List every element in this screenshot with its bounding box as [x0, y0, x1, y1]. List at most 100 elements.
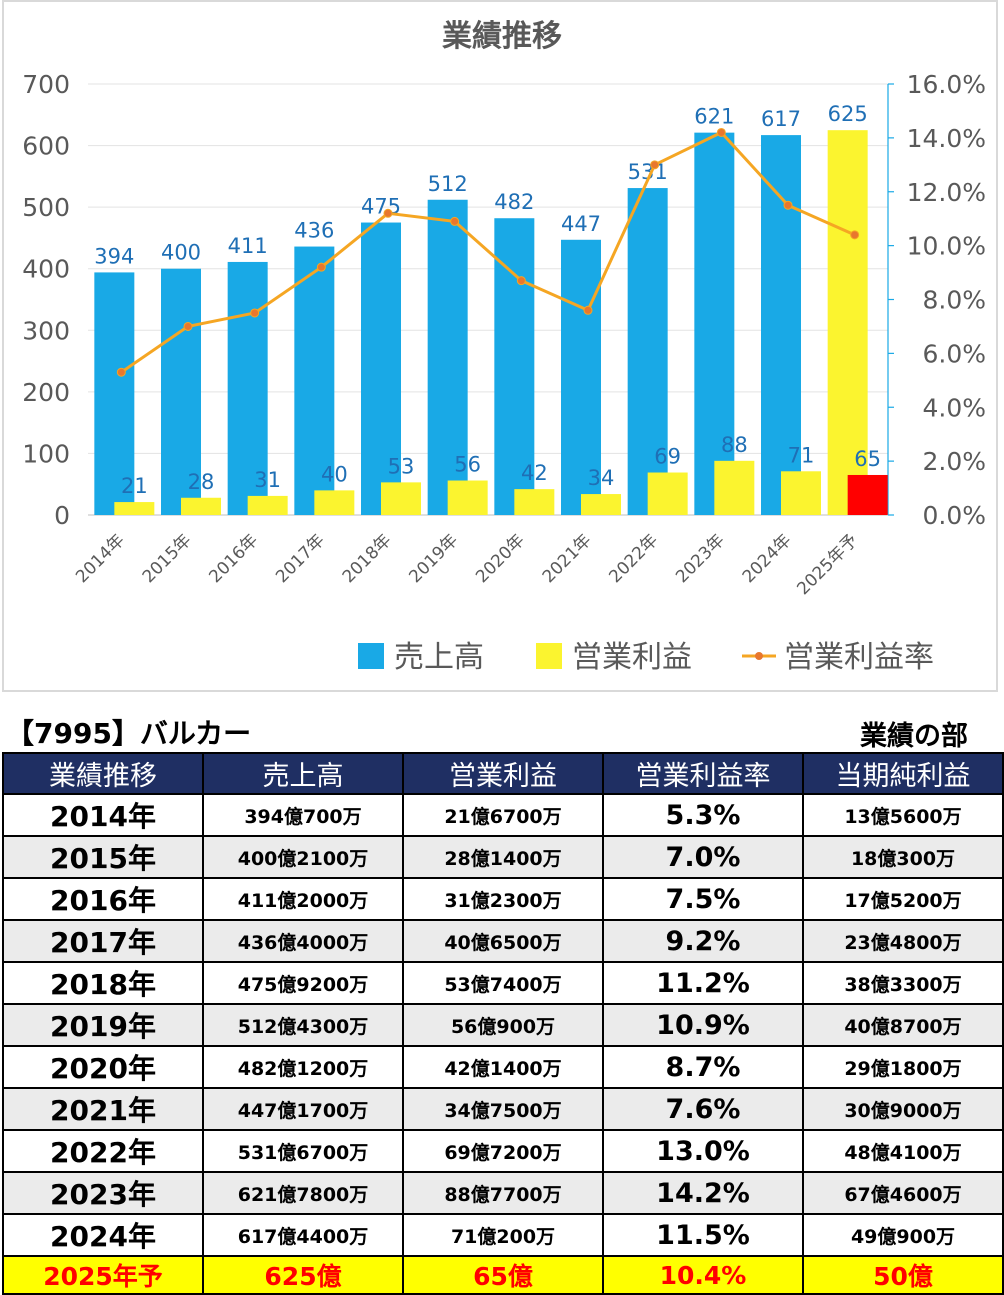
table-row: 2023年 621億7800万 88億7700万 14.2% 67億4600万	[2, 1171, 1004, 1215]
table-row: 2022年 531億6700万 69億7200万 13.0% 48億4100万	[2, 1129, 1004, 1173]
table-row: 2019年 512億4300万 56億900万 10.9% 40億8700万	[2, 1003, 1004, 1047]
row-sales-cell: 482億1200万	[202, 1045, 404, 1089]
row-net-income-cell: 23億4800万	[802, 919, 1004, 963]
x-tick-label: 2022年	[605, 530, 662, 587]
chart-title: 業績推移	[442, 19, 562, 54]
row-year-cell: 2015年	[2, 835, 204, 879]
y-tick-label: 100	[22, 439, 70, 468]
performance-chart: 業績推移 0 100 200 300 400 500 600 700 0.0% 2.0% 4.0% 6.…	[22, 19, 986, 675]
table-row: 2017年 436億4000万 40億6500万 9.2% 23億4800万	[2, 919, 1004, 963]
table-row: 2014年 394億700万 21億6700万 5.3% 13億5600万	[2, 793, 1004, 837]
y-tick-label: 400	[22, 255, 70, 284]
row-year-cell: 2022年	[2, 1129, 204, 1173]
op-margin-point	[716, 127, 726, 137]
row-net-income-cell: 29億1800万	[802, 1045, 1004, 1089]
y2-tick-label: 2.0%	[922, 447, 986, 476]
op-margin-point	[850, 230, 860, 240]
y-tick-label: 700	[22, 70, 70, 99]
op-margin-point	[116, 367, 126, 377]
row-op-margin-cell: 10.9%	[602, 1003, 804, 1047]
company-title: 【7995】バルカー	[6, 717, 252, 750]
row-op-profit-cell: 31億2300万	[402, 877, 604, 921]
row-net-income-cell: 30億9000万	[802, 1087, 1004, 1131]
row-op-profit-cell: 53億7400万	[402, 961, 604, 1005]
x-tick-label: 2016年	[205, 530, 262, 587]
sales-data-label: 621	[694, 105, 734, 129]
op-profit-bar	[181, 497, 221, 515]
row-sales-cell: 436億4000万	[202, 919, 404, 963]
row-op-profit-cell: 56億900万	[402, 1003, 604, 1047]
row-sales-cell: 617億4400万	[202, 1213, 404, 1257]
op-profit-bar	[447, 480, 488, 515]
row-op-profit-cell: 21億6700万	[402, 793, 604, 837]
forecast-row-op-profit-cell: 65億	[402, 1255, 604, 1295]
x-tick-label: 2021年	[539, 530, 596, 587]
table-row: 2016年 411億2000万 31億2300万 7.5% 17億5200万	[2, 877, 1004, 921]
row-sales-cell: 512億4300万	[202, 1003, 404, 1047]
sales-bar	[561, 239, 601, 516]
x-tick-label: 2017年	[272, 530, 329, 587]
row-op-margin-cell: 13.0%	[602, 1129, 804, 1173]
op-profit-data-label: 28	[188, 470, 215, 494]
op-profit-bar	[381, 482, 421, 515]
table-header-row: 業績推移 売上高 営業利益 営業利益率 当期純利益	[2, 752, 1004, 795]
op-profit-bar	[247, 495, 288, 515]
y-tick-label: 500	[22, 193, 70, 222]
row-sales-cell: 621億7800万	[202, 1171, 404, 1215]
op-profit-data-label: 34	[588, 466, 615, 490]
row-op-margin-cell: 9.2%	[602, 919, 804, 963]
op-margin-point	[250, 308, 260, 318]
legend-label-op-margin: 営業利益率	[784, 640, 934, 675]
y-tick-label: 600	[22, 132, 70, 161]
row-sales-cell: 411億2000万	[202, 877, 404, 921]
row-op-profit-cell: 71億200万	[402, 1213, 604, 1257]
op-profit-bar	[847, 474, 888, 515]
legend-swatch-sales	[358, 643, 384, 669]
y2-tick-label: 4.0%	[922, 393, 986, 422]
forecast-row-op-margin-cell: 10.4%	[602, 1255, 804, 1295]
col-header-op-margin: 営業利益率	[602, 752, 804, 795]
op-margin-point	[183, 321, 193, 331]
op-margin-point	[583, 305, 593, 315]
row-year-cell: 2014年	[2, 793, 204, 837]
y2-tick-label: 8.0%	[922, 286, 986, 315]
row-op-profit-cell: 28億1400万	[402, 835, 604, 879]
row-sales-cell: 394億700万	[202, 793, 404, 837]
row-op-margin-cell: 7.5%	[602, 877, 804, 921]
y2-tick-label: 10.0%	[907, 232, 986, 261]
op-profit-data-label: 88	[721, 433, 748, 457]
col-header-period: 業績推移	[2, 752, 204, 795]
row-op-margin-cell: 7.0%	[602, 835, 804, 879]
section-label: 業績の部	[860, 721, 968, 752]
x-tick-label: 2015年	[139, 530, 196, 587]
row-op-profit-cell: 40億6500万	[402, 919, 604, 963]
op-margin-point	[450, 216, 460, 226]
x-tick-label: 2014年	[72, 530, 129, 587]
row-op-margin-cell: 8.7%	[602, 1045, 804, 1089]
col-header-op-profit: 営業利益	[402, 752, 604, 795]
op-profit-data-label: 65	[854, 447, 881, 471]
table-row: 2024年 617億4400万 71億200万 11.5% 49億900万	[2, 1213, 1004, 1257]
x-tick-label: 2024年	[739, 530, 796, 587]
sales-data-label: 625	[828, 102, 868, 126]
row-net-income-cell: 48億4100万	[802, 1129, 1004, 1173]
op-margin-point	[783, 200, 793, 210]
results-table: 業績推移 売上高 営業利益 営業利益率 当期純利益 2014年 394億700万 2…	[2, 752, 1004, 1295]
op-profit-bar	[114, 502, 155, 515]
op-margin-point	[383, 208, 393, 218]
op-profit-bar	[514, 489, 555, 515]
row-op-margin-cell: 7.6%	[602, 1087, 804, 1131]
row-year-cell: 2024年	[2, 1213, 204, 1257]
row-op-margin-cell: 11.5%	[602, 1213, 804, 1257]
op-profit-data-label: 40	[321, 462, 348, 486]
row-year-cell: 2018年	[2, 961, 204, 1005]
op-profit-data-label: 31	[254, 468, 281, 492]
table-row: 2021年 447億1700万 34億7500万 7.6% 30億9000万	[2, 1087, 1004, 1131]
sales-data-label: 411	[228, 234, 268, 258]
sales-bar	[161, 268, 201, 515]
forecast-row-sales-cell: 625億	[202, 1255, 404, 1295]
row-net-income-cell: 38億3300万	[802, 961, 1004, 1005]
op-profit-bar	[781, 471, 821, 515]
row-op-profit-cell: 69億7200万	[402, 1129, 604, 1173]
row-op-margin-cell: 5.3%	[602, 793, 804, 837]
